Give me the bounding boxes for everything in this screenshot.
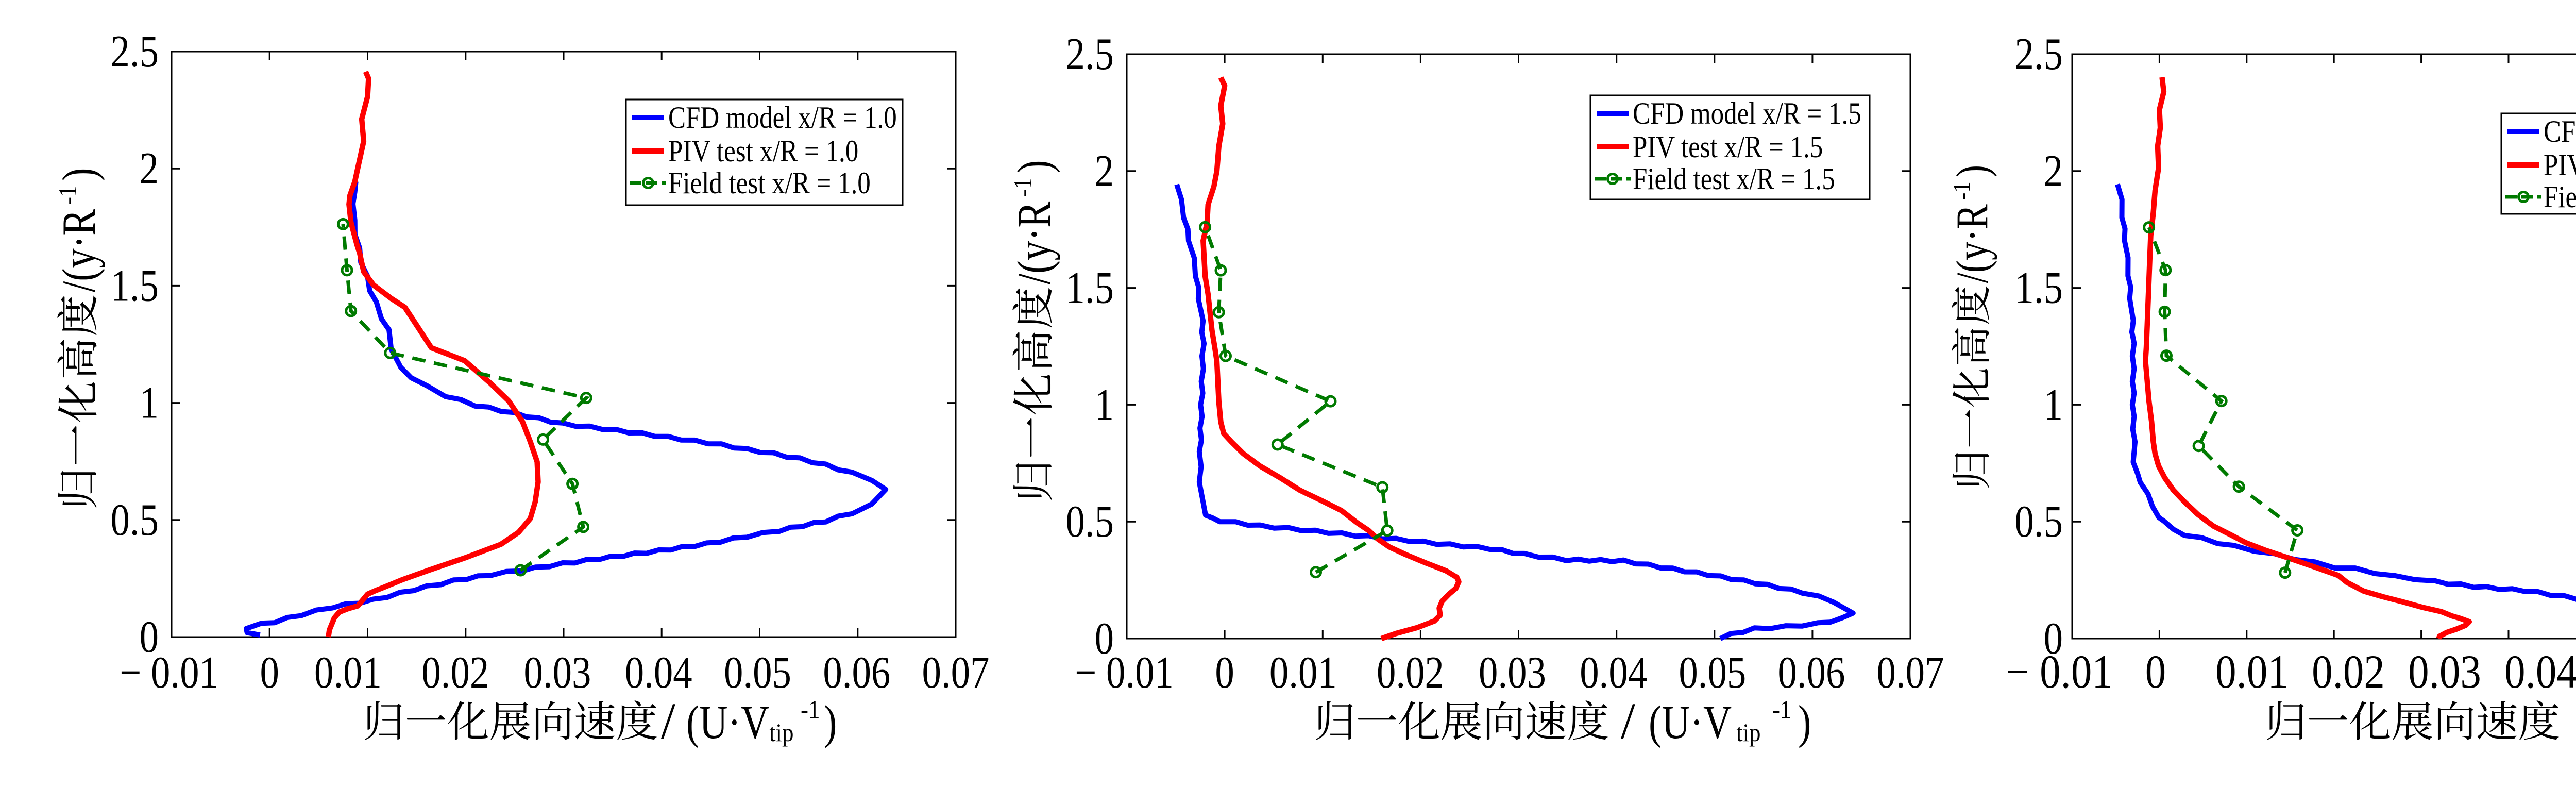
- svg-text:-1: -1: [54, 186, 82, 205]
- svg-text:-1: -1: [1948, 181, 1975, 200]
- svg-text:0.02: 0.02: [421, 647, 489, 697]
- svg-text:0.07: 0.07: [1877, 647, 1944, 697]
- svg-text:1.5: 1.5: [1066, 262, 1114, 313]
- svg-text:2: 2: [1095, 145, 1114, 196]
- svg-text:0: 0: [260, 647, 279, 697]
- svg-text:tip: tip: [769, 719, 793, 747]
- svg-text:1: 1: [140, 377, 159, 428]
- svg-text:CFD model x/R = 1.5: CFD model x/R = 1.5: [1633, 96, 1861, 131]
- svg-text:-1: -1: [801, 696, 820, 724]
- svg-text:2.5: 2.5: [111, 26, 159, 76]
- svg-text:0.07: 0.07: [922, 647, 990, 697]
- svg-text:0: 0: [1095, 613, 1114, 663]
- svg-text:1: 1: [2044, 379, 2063, 430]
- svg-text:/: /: [661, 692, 675, 749]
- svg-text:0: 0: [2145, 645, 2166, 698]
- svg-text:1.5: 1.5: [111, 260, 159, 311]
- svg-text:− 0.01: − 0.01: [120, 647, 218, 697]
- svg-text:1: 1: [1095, 379, 1114, 430]
- svg-text:0: 0: [2044, 613, 2063, 663]
- svg-text:0.03: 0.03: [2408, 645, 2481, 698]
- svg-text:/(y·R: /(y·R: [53, 209, 105, 292]
- svg-text:CFD model x/R = 1.0: CFD model x/R = 1.0: [668, 101, 897, 135]
- svg-text:0.02: 0.02: [1377, 647, 1444, 697]
- svg-text:tip: tip: [1736, 719, 1760, 747]
- svg-text:− 0.01: − 0.01: [2006, 645, 2113, 698]
- svg-text:-1: -1: [1772, 696, 1791, 724]
- svg-text:/(y·R: /(y·R: [1947, 204, 1997, 283]
- svg-text:0.03: 0.03: [524, 647, 591, 697]
- svg-text:): ): [1008, 160, 1060, 173]
- svg-text:Field test x/R = 1.5: Field test x/R = 1.5: [1633, 162, 1835, 196]
- svg-text:): ): [1947, 165, 1997, 177]
- svg-text:PIV test x/R = 2.0: PIV test x/R = 2.0: [2544, 148, 2576, 182]
- svg-text:0.5: 0.5: [111, 494, 159, 545]
- svg-text:PIV test x/R = 1.5: PIV test x/R = 1.5: [1633, 130, 1823, 164]
- svg-text:(U·V: (U·V: [1649, 696, 1732, 748]
- svg-text:2.5: 2.5: [1066, 28, 1114, 79]
- svg-text:): ): [824, 696, 837, 748]
- svg-text:0.04: 0.04: [2504, 645, 2576, 698]
- svg-text:Field test x/R = 2.0: Field test x/R = 2.0: [2544, 180, 2576, 214]
- svg-text:/: /: [1621, 692, 1635, 749]
- svg-text:0.02: 0.02: [2312, 645, 2385, 698]
- svg-text:): ): [1798, 696, 1811, 748]
- svg-text:0.01: 0.01: [314, 647, 382, 697]
- svg-text:0.5: 0.5: [1066, 496, 1114, 547]
- svg-text:− 0.01: − 0.01: [1075, 647, 1174, 697]
- svg-text:0.03: 0.03: [1479, 647, 1546, 697]
- svg-text:0.06: 0.06: [1777, 647, 1845, 697]
- svg-text:2.5: 2.5: [2015, 28, 2063, 79]
- svg-text:PIV test x/R = 1.0: PIV test x/R = 1.0: [668, 134, 858, 169]
- svg-text:2: 2: [140, 143, 159, 194]
- svg-text:0.04: 0.04: [1580, 647, 1647, 697]
- svg-text:0.06: 0.06: [823, 647, 890, 697]
- svg-text:0: 0: [140, 611, 159, 662]
- svg-text:0.01: 0.01: [1269, 647, 1337, 697]
- svg-text:(U·V: (U·V: [686, 696, 769, 748]
- svg-text:0.05: 0.05: [724, 647, 791, 697]
- svg-text:0.04: 0.04: [625, 647, 692, 697]
- svg-text:1.5: 1.5: [2015, 262, 2063, 313]
- svg-text:/(y·R: /(y·R: [1008, 201, 1060, 284]
- svg-text:0.01: 0.01: [2215, 645, 2289, 698]
- svg-text:-1: -1: [1009, 178, 1038, 197]
- svg-text:0: 0: [1215, 647, 1234, 697]
- svg-text:2: 2: [2044, 145, 2063, 196]
- svg-text:CFD model x/R = 2.0: CFD model x/R = 2.0: [2544, 114, 2576, 149]
- svg-text:0.5: 0.5: [2015, 496, 2063, 547]
- svg-text:): ): [53, 168, 105, 181]
- svg-text:Field test x/R = 1.0: Field test x/R = 1.0: [668, 166, 871, 200]
- svg-text:0.05: 0.05: [1679, 647, 1746, 697]
